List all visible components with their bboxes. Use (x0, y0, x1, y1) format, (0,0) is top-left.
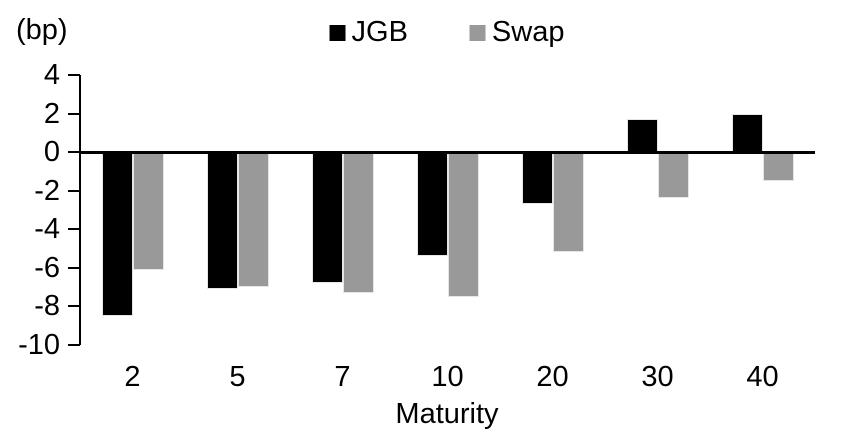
bar-jgb-10 (416, 152, 448, 257)
legend-item-swap: Swap (469, 14, 565, 50)
y-tick-label: -6 (34, 251, 60, 284)
swap-series-swatch (469, 25, 486, 41)
y-tick (68, 112, 80, 115)
y-tick-label: -2 (34, 174, 60, 207)
bar-swap-7 (342, 152, 374, 293)
bar-swap-40 (762, 152, 794, 182)
bar-jgb-5 (206, 152, 238, 290)
x-tick-label: 10 (431, 361, 464, 393)
x-tick-label: 40 (746, 361, 779, 393)
bar-jgb-7 (311, 152, 343, 284)
y-tick-label: -4 (34, 213, 60, 246)
y-tick-label: 4 (43, 59, 60, 91)
x-tick-label: 7 (334, 361, 351, 393)
y-axis-unit-label: (bp) (16, 14, 68, 46)
y-tick (68, 305, 80, 308)
bar-jgb-2 (101, 152, 133, 317)
bar-jgb-20 (521, 152, 553, 205)
legend-item-jgb: JGB (329, 14, 408, 50)
bar-swap-10 (447, 152, 479, 297)
x-tick-label: 30 (641, 361, 674, 393)
x-tick-label: 5 (229, 361, 246, 393)
y-tick (68, 228, 80, 231)
bar-swap-30 (657, 152, 689, 199)
y-tick (68, 266, 80, 269)
bar-jgb-40 (731, 113, 763, 153)
y-tick-label: 0 (43, 136, 60, 169)
x-axis-title: Maturity (395, 398, 499, 430)
x-tick-label: 20 (536, 361, 569, 393)
legend: JGB Swap (329, 14, 565, 50)
y-tick-label: -8 (34, 290, 60, 323)
y-tick-label: 2 (43, 97, 60, 130)
jgb-series-swatch (329, 25, 346, 41)
y-tick (68, 189, 80, 192)
y-tick (68, 151, 80, 154)
bar-swap-20 (552, 152, 584, 253)
y-axis-line (79, 75, 81, 345)
y-tick-label: -10 (18, 329, 60, 361)
legend-label-swap: Swap (491, 16, 565, 48)
y-tick (68, 74, 80, 76)
y-tick (68, 344, 80, 346)
x-tick-label: 2 (124, 361, 141, 393)
legend-label-jgb: JGB (351, 16, 408, 48)
bar-swap-5 (237, 152, 269, 288)
bar-jgb-30 (626, 119, 658, 153)
bar-swap-2 (132, 152, 164, 270)
zero-baseline (80, 150, 815, 154)
